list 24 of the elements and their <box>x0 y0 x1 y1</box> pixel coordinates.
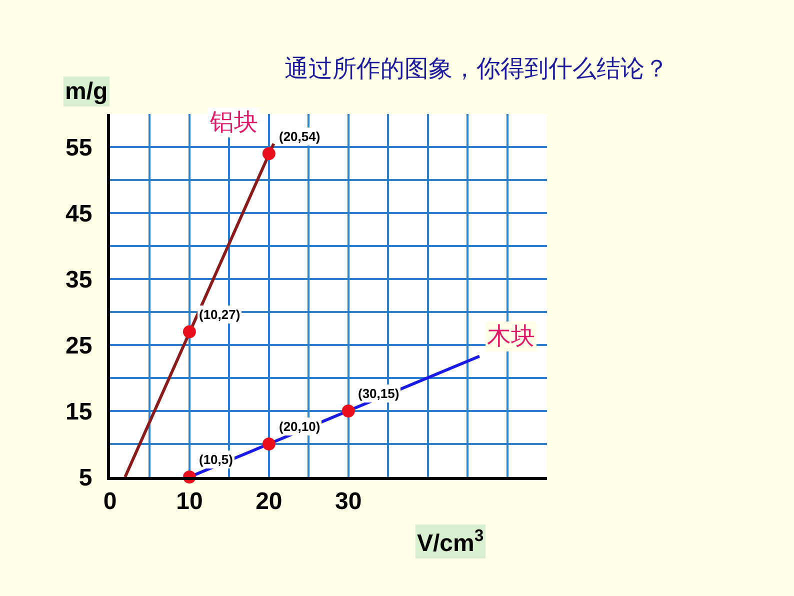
y-tick-label: 55 <box>65 134 92 162</box>
series-label: 铝块 <box>209 109 258 136</box>
x-tick-label: 30 <box>335 488 362 515</box>
chart-title: 通过所作的图象，你得到什么结论？ <box>284 54 668 82</box>
y-tick-label: 45 <box>65 200 92 228</box>
y-tick-label: 15 <box>65 398 92 426</box>
point <box>342 404 355 418</box>
x-tick-label: 10 <box>176 488 203 515</box>
point <box>262 438 276 450</box>
y-tick-label: 25 <box>65 332 92 360</box>
point <box>262 147 276 160</box>
y-tick-label: 35 <box>65 266 92 294</box>
series-label: 木块 <box>487 323 535 350</box>
x-tick-label: 20 <box>256 488 282 515</box>
annotation: (30,15) <box>358 386 400 401</box>
point <box>182 325 196 338</box>
annotation: (20,10) <box>279 419 320 434</box>
y-axis-title: m/g <box>65 78 108 105</box>
y-tick-label: 5 <box>78 464 92 492</box>
x-axis-title: V/cm$^{3}$ <box>417 526 484 558</box>
annotation: (10,27) <box>199 307 240 322</box>
annotation: (20,54) <box>279 129 320 144</box>
annotation: (10,5) <box>199 452 233 467</box>
x-tick-label: 0 <box>103 488 117 515</box>
